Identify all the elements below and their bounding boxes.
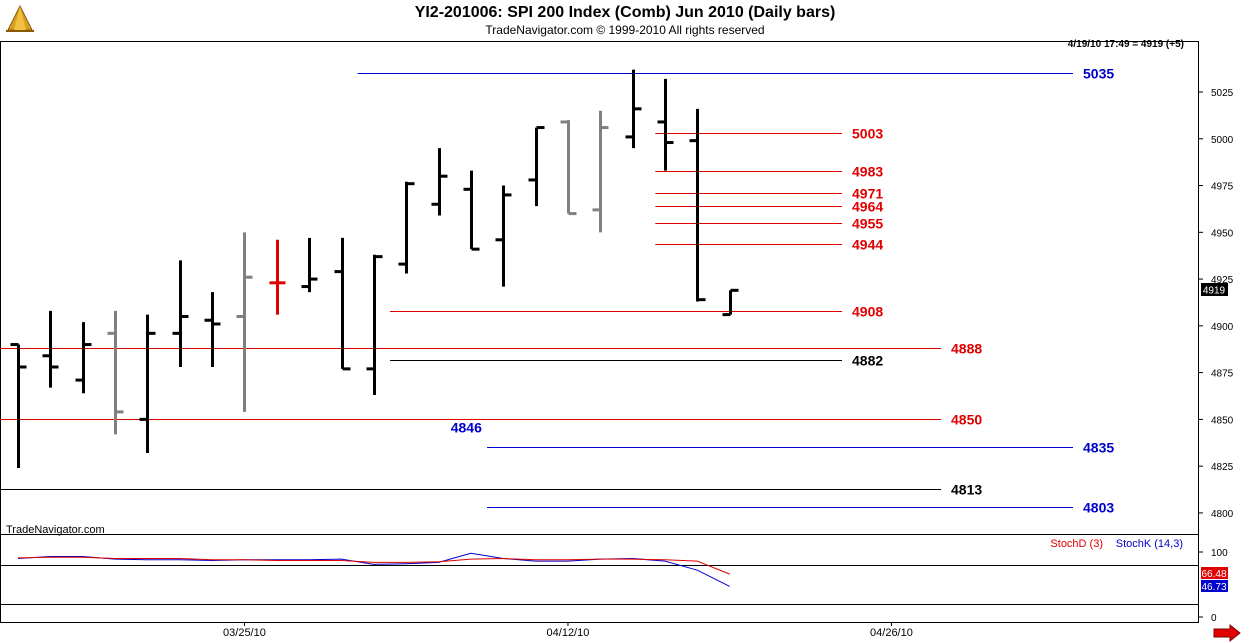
ohlc-bar bbox=[463, 170, 480, 251]
level-label: 5035 bbox=[1083, 66, 1114, 82]
chart-subtitle: TradeNavigator.com © 1999-2010 All right… bbox=[485, 23, 765, 37]
ohlc-bar bbox=[269, 239, 286, 315]
arrow-right-icon[interactable] bbox=[1213, 623, 1241, 643]
ohlc-bar bbox=[592, 110, 609, 233]
level-label: 4835 bbox=[1083, 440, 1114, 456]
level-label: 4908 bbox=[852, 304, 883, 320]
ohlc-bar bbox=[495, 185, 512, 287]
ohlc-bar bbox=[431, 148, 448, 216]
ohlc-bar bbox=[657, 78, 674, 171]
level-label: 4882 bbox=[852, 353, 883, 369]
last-price-label: 4919 bbox=[1203, 286, 1226, 297]
ohlc-bar bbox=[560, 120, 577, 216]
price-tick-label: 4875 bbox=[1211, 369, 1234, 380]
stoch-d-last-box bbox=[1201, 567, 1228, 579]
ohlc-bar bbox=[204, 292, 221, 367]
price-tick-label: 4975 bbox=[1211, 182, 1234, 193]
level-label: 4888 bbox=[951, 341, 982, 357]
level-label: 4813 bbox=[951, 482, 982, 498]
date-label: 04/26/10 bbox=[870, 627, 913, 639]
price-tick-label: 4925 bbox=[1211, 275, 1234, 286]
ohlc-bar bbox=[301, 237, 318, 293]
stoch-tick-label: 0 bbox=[1211, 613, 1217, 624]
level-label: 4971 bbox=[852, 186, 883, 202]
stoch-k-legend: StochK (14,3) bbox=[1116, 538, 1183, 550]
level-label: 5003 bbox=[852, 126, 883, 142]
price-tick-label: 4800 bbox=[1211, 509, 1234, 520]
quote-readout: 4/19/10 17:49 = 4919 (+5) bbox=[1068, 39, 1184, 50]
ohlc-bar bbox=[236, 232, 253, 412]
ohlc-bar bbox=[528, 126, 545, 207]
level-label: 4850 bbox=[951, 412, 982, 428]
price-tick-label: 4900 bbox=[1211, 322, 1234, 333]
stoch-d-legend: StochD (3) bbox=[1050, 538, 1103, 550]
date-label: 03/25/10 bbox=[223, 627, 266, 639]
price-tick-label: 5025 bbox=[1211, 88, 1234, 99]
stoch-tick-label: 100 bbox=[1211, 548, 1228, 559]
level-label: 4955 bbox=[852, 216, 883, 232]
ohlc-bar bbox=[625, 69, 642, 149]
ohlc-bar bbox=[10, 343, 27, 469]
stoch-k-last-value: 46.73 bbox=[1201, 582, 1226, 593]
ohlc-bar bbox=[722, 288, 739, 317]
ohlc-bar bbox=[107, 310, 124, 435]
ohlc-bar bbox=[75, 322, 92, 394]
stoch-k-last-box bbox=[1201, 580, 1228, 592]
price-tick-label: 5000 bbox=[1211, 135, 1234, 146]
ohlc-bar bbox=[172, 260, 189, 367]
date-label: 04/12/10 bbox=[547, 627, 590, 639]
level-label: 4983 bbox=[852, 164, 883, 180]
chart-title: YI2-201006: SPI 200 Index (Comb) Jun 201… bbox=[414, 4, 836, 21]
ohlc-bar bbox=[398, 181, 415, 274]
level-label: 4944 bbox=[852, 237, 883, 253]
ohlc-bar bbox=[139, 314, 156, 454]
pyramid-logo-icon[interactable] bbox=[4, 4, 36, 34]
ohlc-bar bbox=[366, 254, 383, 396]
price-tick-label: 4850 bbox=[1211, 415, 1234, 426]
level-label: 4964 bbox=[852, 199, 883, 215]
watermark-text: TradeNavigator.com bbox=[6, 524, 105, 536]
stoch-d-line bbox=[17, 556, 730, 575]
stoch-panel-frame bbox=[0, 534, 1199, 623]
ohlc-bar bbox=[42, 310, 59, 388]
level-label: 4803 bbox=[1083, 500, 1114, 516]
price-tick-label: 4950 bbox=[1211, 228, 1234, 239]
ohlc-bar bbox=[689, 108, 706, 302]
ohlc-bar bbox=[334, 237, 351, 371]
last-price-box bbox=[1201, 283, 1228, 296]
price-tick-label: 4825 bbox=[1211, 462, 1234, 473]
stoch-d-last-value: 66.48 bbox=[1201, 569, 1226, 580]
level-label: 4846 bbox=[451, 420, 482, 436]
